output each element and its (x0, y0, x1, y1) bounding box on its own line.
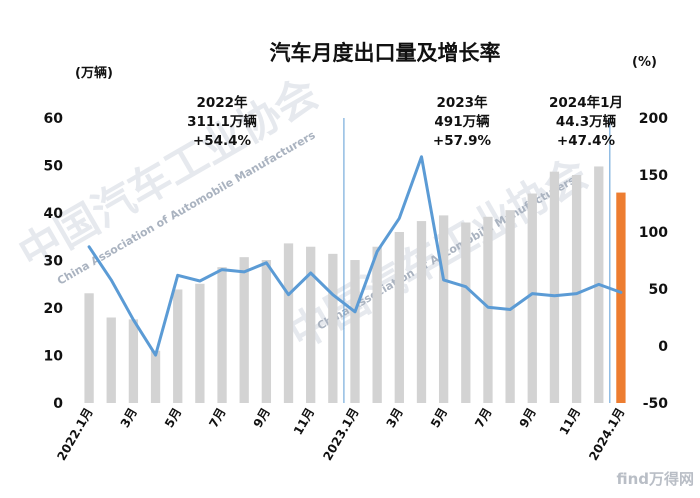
x-tick-label: 2023.1月 (320, 406, 361, 464)
bar (461, 222, 471, 403)
annotation-2024-jan: 2024年1月 44.3万辆 +47.4% (549, 94, 623, 149)
right-tick-label: -50 (643, 396, 669, 412)
bar (239, 257, 249, 403)
growth-line-series (87, 155, 623, 357)
left-axis-unit: (万辆) (75, 65, 113, 81)
x-tick-label: 3月 (118, 406, 140, 431)
bar (416, 221, 427, 403)
x-tick-label: 2022.1月 (54, 406, 95, 464)
bar (328, 253, 338, 403)
bar (261, 260, 272, 403)
annotation-line: +47.4% (557, 133, 616, 149)
x-tick-label: 11月 (557, 406, 583, 438)
x-tick-label: 5月 (162, 406, 184, 431)
x-tick-label: 7月 (206, 406, 228, 431)
x-tick-label: 9月 (251, 406, 273, 431)
bar (549, 171, 560, 403)
bar (505, 210, 515, 403)
right-tick-label: 100 (639, 225, 668, 241)
annotation-line: +54.4% (193, 133, 252, 149)
right-tick-label: 150 (639, 168, 668, 184)
right-axis-ticks: -50 0 50 100 150 200 (639, 111, 668, 412)
bar (438, 215, 449, 403)
x-tick-label: 7月 (472, 405, 494, 430)
bar (128, 319, 139, 403)
annotation-line: 2023年 (436, 94, 488, 111)
left-tick-label: 10 (44, 349, 64, 365)
right-tick-label: 0 (658, 339, 668, 355)
bar (195, 283, 205, 403)
chart-title: 汽车月度出口量及增长率 (270, 41, 501, 65)
annotation-line: 2024年1月 (549, 94, 623, 111)
left-tick-label: 40 (44, 206, 64, 222)
bar (616, 192, 626, 403)
annotation-line: 2022年 (196, 94, 248, 111)
bar (483, 216, 493, 403)
left-tick-label: 30 (44, 254, 64, 270)
right-tick-label: 200 (639, 111, 668, 127)
x-tick-label: 3月 (384, 406, 406, 431)
left-axis-ticks: 0 10 20 30 40 50 60 (44, 111, 64, 412)
annotation-line: 491万辆 (434, 113, 490, 130)
right-axis-unit: (%) (632, 55, 657, 70)
x-tick-label: 5月 (428, 406, 450, 431)
year-dividers (343, 118, 611, 403)
bar (306, 246, 316, 403)
bar (283, 243, 294, 403)
x-tick-label: 11月 (291, 406, 317, 438)
left-tick-label: 0 (53, 396, 63, 412)
find-logo: find万得网 (616, 470, 694, 488)
bar (394, 232, 404, 403)
bar-series (84, 166, 626, 403)
bar (350, 260, 360, 403)
x-tick-label: 9月 (517, 406, 539, 431)
bar (106, 317, 116, 403)
annotation-line: 44.3万辆 (556, 113, 617, 130)
bar (372, 246, 382, 403)
annotation-line: 311.1万辆 (187, 113, 257, 130)
bar (571, 175, 582, 403)
left-tick-label: 20 (44, 301, 64, 317)
annotation-2022: 2022年 311.1万辆 +54.4% (187, 94, 257, 149)
annotation-line: +57.9% (433, 133, 492, 149)
right-tick-label: 50 (649, 282, 669, 298)
bar (150, 350, 161, 403)
left-tick-label: 50 (44, 159, 64, 175)
bar (217, 267, 227, 403)
bar (527, 193, 537, 403)
bar (84, 293, 94, 403)
x-tick-label: 2024.1月 (586, 406, 627, 464)
annotation-2023: 2023年 491万辆 +57.9% (433, 94, 492, 149)
growth-line (87, 155, 623, 357)
x-axis-ticks: 2022.1月 3月 5月 7月 9月 11月 2023.1月 3月 5月 7月 9月 11月 2024… (54, 405, 627, 463)
bar (173, 289, 183, 403)
logo-text: find万得网 (616, 470, 694, 488)
left-tick-label: 60 (44, 111, 64, 127)
